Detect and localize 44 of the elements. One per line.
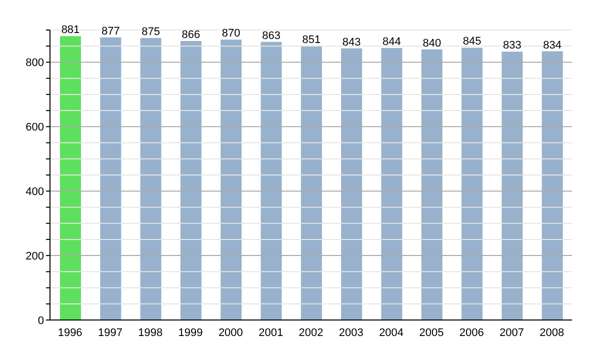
y-tick-label: 400 [26,186,44,198]
bar [462,48,483,320]
data-label: 870 [222,28,240,40]
x-tick-label: 2002 [298,326,324,339]
x-tick-label: 2006 [459,326,484,339]
bar [502,52,523,320]
x-tick-label: 2001 [258,326,284,339]
data-label: 866 [182,28,200,41]
data-label: 863 [262,30,280,42]
bar [381,48,402,320]
data-label: 844 [382,36,401,48]
bar [140,38,162,320]
x-tick-label: 1997 [98,326,122,339]
data-label: 877 [101,25,120,38]
x-tick-label: 2000 [218,326,243,339]
y-tick-label: 200 [26,250,44,262]
data-label: 881 [61,24,80,36]
x-tick-label: 1999 [178,326,203,339]
y-tick-label: 800 [26,57,44,70]
x-tick-label: 2004 [379,326,404,339]
data-label: 840 [422,37,442,50]
bar [260,42,282,320]
data-label: 834 [543,39,562,52]
data-label: 875 [142,26,160,38]
x-tick-label: 1998 [138,326,163,339]
bar [341,48,362,320]
data-label: 845 [462,36,482,48]
bar [100,37,122,320]
bar [542,51,563,320]
x-tick-label: 2005 [419,326,444,339]
y-tick-label: 600 [26,122,44,134]
x-tick-label: 2007 [500,326,524,339]
bar [60,36,81,320]
bar [421,49,442,320]
bar [220,40,242,320]
x-tick-label: 2003 [338,326,364,339]
x-tick-label: 1996 [58,326,82,339]
data-label: 833 [503,40,522,52]
y-tick-label: 0 [38,314,44,327]
data-label: 851 [302,34,321,46]
data-label: 843 [342,36,361,48]
bar [300,46,322,320]
x-tick-label: 2008 [540,326,564,339]
bar [180,40,202,320]
